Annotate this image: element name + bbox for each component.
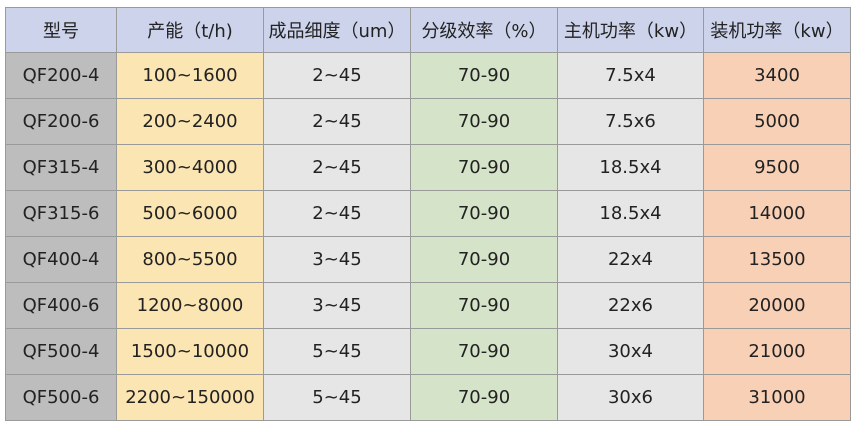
cell-fineness: 3~45	[263, 236, 411, 283]
cell-installed-power: 14000	[703, 190, 851, 237]
cell-main-power: 30x6	[557, 374, 704, 421]
cell-efficiency: 70-90	[410, 236, 558, 283]
table-row: QF200-6 200~2400 2~45 70-90 7.5x6 5000	[5, 98, 851, 145]
cell-efficiency: 70-90	[410, 374, 558, 421]
header-row: 型号 产能（t/h) 成品细度（um） 分级效率（%） 主机功率（kw） 装机功…	[5, 7, 851, 53]
cell-fineness: 2~45	[263, 190, 411, 237]
cell-fineness: 5~45	[263, 374, 411, 421]
cell-capacity: 1200~8000	[116, 282, 264, 329]
cell-fineness: 3~45	[263, 282, 411, 329]
cell-model: QF315-6	[5, 190, 117, 237]
cell-model: QF315-4	[5, 144, 117, 191]
cell-efficiency: 70-90	[410, 98, 558, 145]
spec-table: 型号 产能（t/h) 成品细度（um） 分级效率（%） 主机功率（kw） 装机功…	[5, 7, 851, 421]
cell-installed-power: 9500	[703, 144, 851, 191]
cell-model: QF400-6	[5, 282, 117, 329]
cell-efficiency: 70-90	[410, 52, 558, 99]
cell-main-power: 18.5x4	[557, 190, 704, 237]
header-efficiency: 分级效率（%）	[410, 7, 558, 53]
cell-model: QF200-6	[5, 98, 117, 145]
table-row: QF400-6 1200~8000 3~45 70-90 22x6 20000	[5, 282, 851, 329]
cell-main-power: 7.5x6	[557, 98, 704, 145]
cell-model: QF500-4	[5, 328, 117, 375]
table-row: QF315-4 300~4000 2~45 70-90 18.5x4 9500	[5, 144, 851, 191]
cell-efficiency: 70-90	[410, 144, 558, 191]
cell-efficiency: 70-90	[410, 190, 558, 237]
cell-fineness: 2~45	[263, 144, 411, 191]
cell-installed-power: 21000	[703, 328, 851, 375]
cell-efficiency: 70-90	[410, 282, 558, 329]
cell-main-power: 22x6	[557, 282, 704, 329]
header-model: 型号	[5, 7, 117, 53]
cell-main-power: 30x4	[557, 328, 704, 375]
cell-model: QF400-4	[5, 236, 117, 283]
cell-capacity: 2200~150000	[116, 374, 264, 421]
cell-installed-power: 31000	[703, 374, 851, 421]
cell-model: QF500-6	[5, 374, 117, 421]
cell-capacity: 500~6000	[116, 190, 264, 237]
cell-capacity: 100~1600	[116, 52, 264, 99]
table-row: QF400-4 800~5500 3~45 70-90 22x4 13500	[5, 236, 851, 283]
cell-fineness: 2~45	[263, 52, 411, 99]
table-row: QF200-4 100~1600 2~45 70-90 7.5x4 3400	[5, 52, 851, 99]
cell-model: QF200-4	[5, 52, 117, 99]
cell-main-power: 22x4	[557, 236, 704, 283]
header-main-power: 主机功率（kw）	[557, 7, 704, 53]
cell-installed-power: 5000	[703, 98, 851, 145]
cell-main-power: 18.5x4	[557, 144, 704, 191]
cell-main-power: 7.5x4	[557, 52, 704, 99]
cell-capacity: 800~5500	[116, 236, 264, 283]
cell-installed-power: 13500	[703, 236, 851, 283]
header-fineness: 成品细度（um）	[263, 7, 411, 53]
cell-capacity: 300~4000	[116, 144, 264, 191]
cell-installed-power: 3400	[703, 52, 851, 99]
header-capacity: 产能（t/h)	[116, 7, 264, 53]
table-row: QF500-6 2200~150000 5~45 70-90 30x6 31000	[5, 374, 851, 421]
cell-fineness: 5~45	[263, 328, 411, 375]
cell-fineness: 2~45	[263, 98, 411, 145]
cell-capacity: 200~2400	[116, 98, 264, 145]
header-installed-power: 装机功率（kw）	[703, 7, 851, 53]
table-row: QF500-4 1500~10000 5~45 70-90 30x4 21000	[5, 328, 851, 375]
table-row: QF315-6 500~6000 2~45 70-90 18.5x4 14000	[5, 190, 851, 237]
cell-installed-power: 20000	[703, 282, 851, 329]
cell-capacity: 1500~10000	[116, 328, 264, 375]
cell-efficiency: 70-90	[410, 328, 558, 375]
